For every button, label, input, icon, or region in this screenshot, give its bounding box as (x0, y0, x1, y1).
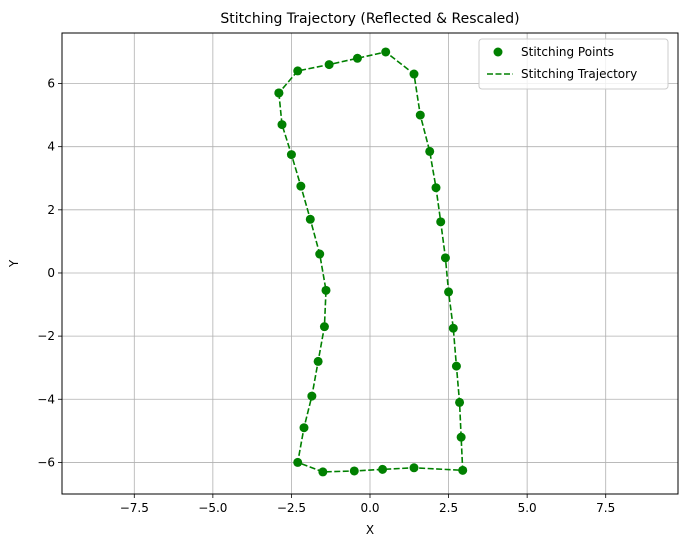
stitching-point (409, 69, 419, 79)
x-tick-label: 5.0 (518, 501, 537, 515)
legend-label-points: Stitching Points (521, 45, 614, 59)
x-tick-label: 0.0 (360, 501, 379, 515)
stitching-point (274, 88, 284, 98)
chart-title: Stitching Trajectory (Reflected & Rescal… (220, 11, 519, 27)
legend-marker-points (493, 47, 503, 57)
y-tick-label: −2 (37, 329, 55, 343)
stitching-point (381, 47, 391, 57)
stitching-point (448, 323, 458, 333)
stitching-point (318, 467, 328, 477)
y-axis-label: Y (7, 259, 21, 268)
stitching-point (378, 464, 388, 474)
x-tick-label: 7.5 (596, 501, 615, 515)
stitching-point (321, 285, 331, 295)
stitching-point (409, 463, 419, 473)
stitching-point (307, 391, 317, 401)
stitching-point (451, 361, 461, 371)
stitching-point (431, 183, 441, 193)
stitching-point (456, 432, 466, 442)
x-tick-label: −5.0 (198, 501, 227, 515)
stitching-point (286, 150, 296, 160)
stitching-point (458, 465, 468, 475)
x-tick-label: 2.5 (439, 501, 458, 515)
stitching-point (349, 466, 359, 476)
y-tick-label: −4 (37, 392, 55, 406)
series-layer (274, 47, 468, 477)
stitching-point (305, 214, 315, 224)
tick-layer: −7.5 −5.0 −2.5 0.0 2.5 5.0 7.5 −6 −4 −2 0 2 4 6 (37, 77, 615, 515)
y-tick-label: 6 (47, 77, 55, 91)
stitching-point (293, 66, 303, 76)
stitching-point (299, 423, 309, 433)
stitching-point (296, 181, 306, 191)
stitching-point (440, 253, 450, 263)
y-tick-label: 2 (47, 203, 55, 217)
x-axis-label: X (366, 523, 374, 537)
x-tick-label: −2.5 (277, 501, 306, 515)
stitching-point (315, 249, 325, 259)
legend-label-line: Stitching Trajectory (521, 67, 637, 81)
stitching-point (425, 146, 435, 156)
stitching-point (415, 110, 425, 120)
legend: Stitching Points Stitching Trajectory (478, 38, 669, 90)
stitching-point (352, 53, 362, 63)
stitching-point (313, 356, 323, 366)
y-tick-label: 0 (47, 266, 55, 280)
stitching-point (293, 457, 303, 467)
stitching-point (455, 397, 465, 407)
stitching-point (436, 217, 446, 227)
legend-box (478, 38, 669, 90)
stitching-point (319, 322, 329, 332)
x-tick-label: −7.5 (120, 501, 149, 515)
stitching-point (444, 287, 454, 297)
grid-layer (62, 33, 678, 494)
stitching-point (324, 60, 334, 70)
y-tick-label: −6 (37, 455, 55, 469)
stitching-point (277, 120, 287, 130)
y-tick-label: 4 (47, 140, 55, 154)
